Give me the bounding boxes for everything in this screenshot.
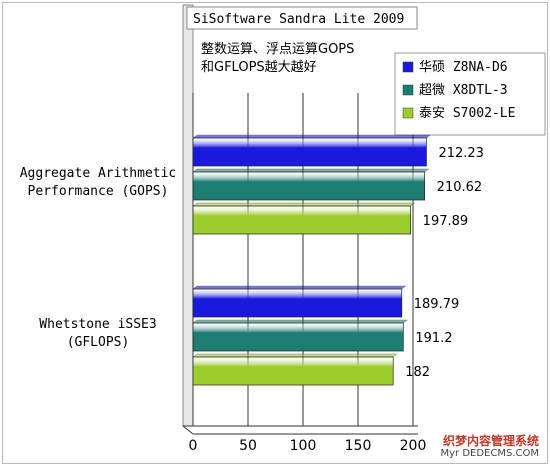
category-label-1-line-2: Performance (GOPS) (28, 184, 169, 199)
bar-s2-g1 (192, 171, 426, 201)
x-tick-label-200: 200 (400, 438, 427, 454)
bar-s3-g2 (192, 356, 394, 386)
data-label-s3-g1: 197.89 (423, 214, 469, 229)
chart-subtitle-line-1: 整数运算、浮点运算GOPS (201, 42, 354, 57)
title-box (186, 6, 418, 30)
bar-top-face-s3-g1 (192, 202, 416, 207)
bar-top-face-s1-g1 (192, 134, 432, 139)
axis-depth-line (182, 425, 194, 435)
bar-top-face-s1-g2 (192, 285, 407, 290)
data-label-s2-g1: 210.62 (437, 180, 483, 195)
chart-subtitle-line-2: 和GFLOPS越大越好 (201, 60, 317, 75)
watermark-line1: 织梦内容管理系统 (442, 433, 539, 448)
legend-swatch-1 (402, 61, 414, 73)
category-label-1-line-1: Aggregate Arithmetic (20, 166, 177, 181)
legend-box (394, 52, 546, 136)
x-tick-label-100: 100 (290, 438, 317, 454)
bar-top-face-s2-g2 (192, 319, 409, 324)
category-label-2-line-2: (GFLOPS) (67, 335, 130, 350)
plot-side-wall (182, 4, 194, 427)
legend-swatch-3 (402, 107, 414, 119)
legend-label-1: 华硕 Z8NA-D6 (419, 60, 508, 75)
x-tick-label-150: 150 (345, 438, 372, 454)
bar-top-face-s2-g1 (192, 168, 430, 173)
x-tick-label-0: 0 (189, 438, 198, 454)
x-tick-label-50: 50 (239, 438, 257, 454)
data-label-s3-g2: 182 (405, 365, 430, 380)
bar-s2-g2 (192, 322, 404, 352)
legend-label-2: 超微 X8DTL-3 (419, 83, 508, 98)
bar-top-face-s3-g2 (192, 353, 398, 358)
legend-label-3: 泰安 S7002-LE (419, 106, 515, 121)
bar-s3-g1 (192, 205, 412, 235)
data-label-s2-g2: 191.2 (415, 331, 452, 346)
legend-swatch-2 (402, 84, 414, 96)
watermark-line2: Myr DEDECMS.COM (440, 448, 540, 459)
chart-title: SiSoftware Sandra Lite 2009 (193, 12, 404, 27)
category-label-2-line-1: Whetstone iSSE3 (39, 317, 156, 332)
bar-s1-g1 (192, 137, 427, 167)
data-label-s1-g2: 189.79 (414, 297, 460, 312)
bar-chart: 0 50 100 150 200 SiSoftware Sandra Lite 2009 整… (20, 4, 546, 454)
bar-s1-g2 (192, 288, 403, 318)
data-label-s1-g1: 212.23 (438, 146, 484, 161)
site-watermark: 织梦内容管理系统 Myr DEDECMS.COM (440, 433, 540, 459)
